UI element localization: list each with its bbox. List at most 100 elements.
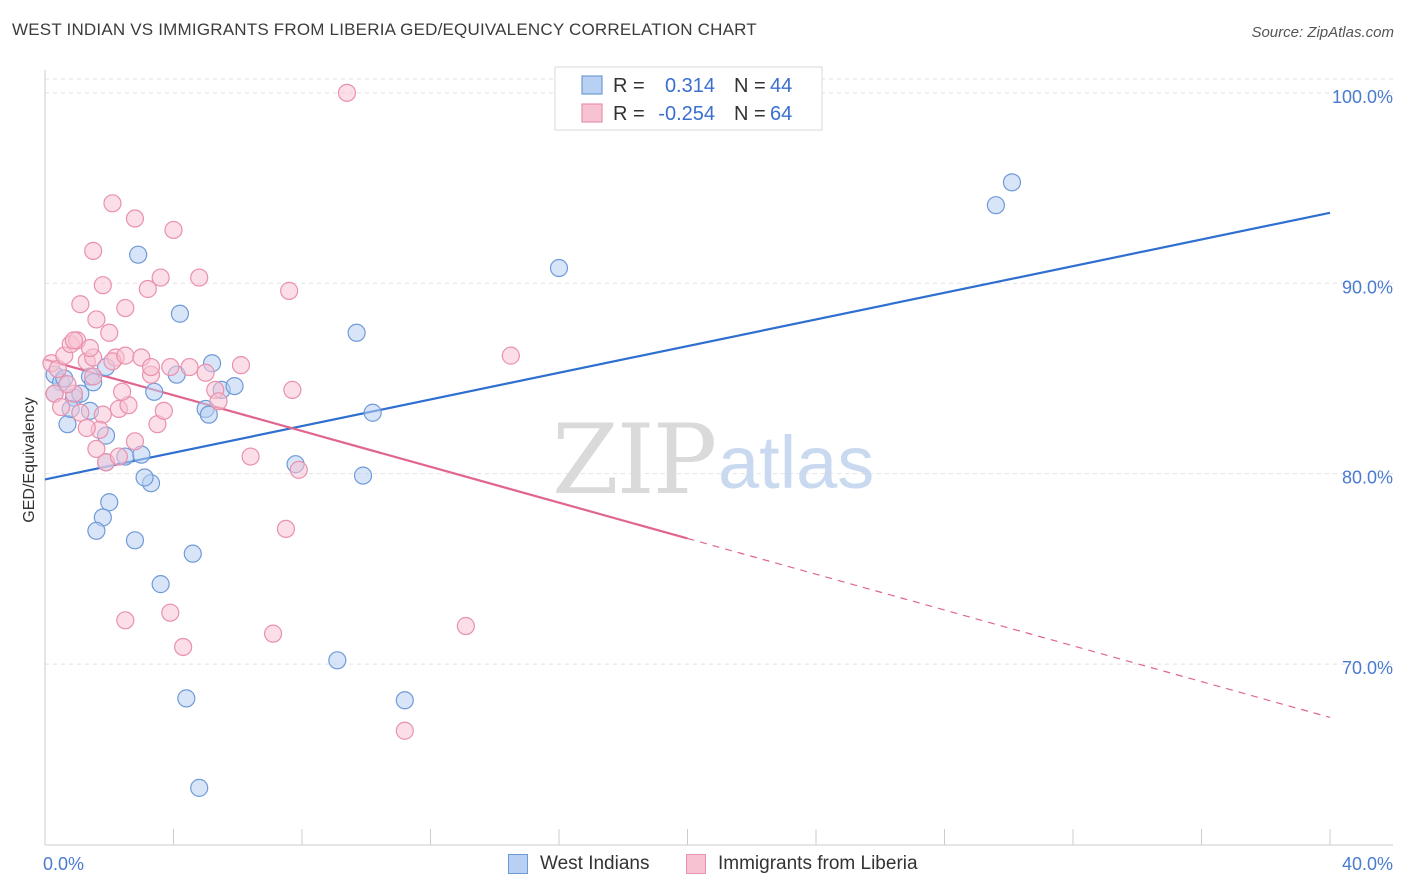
trend-line-liberia-projection	[687, 537, 1331, 718]
watermark: ZIP atlas	[552, 404, 874, 516]
point-liberia	[161, 603, 180, 622]
point-west-indians	[177, 689, 196, 708]
watermark-zip: ZIP	[552, 404, 715, 516]
y-tick-label: 100.0%	[1332, 87, 1393, 107]
point-liberia	[84, 367, 103, 386]
point-west-indians	[1002, 173, 1022, 192]
legend-swatch-west-indians	[581, 75, 603, 95]
y-tick-label: 90.0%	[1342, 277, 1393, 297]
y-tick-labels: 70.0% 80.0% 90.0% 100.0%	[1332, 87, 1393, 678]
point-west-indians	[199, 405, 218, 424]
point-west-indians	[87, 521, 106, 540]
point-liberia	[280, 281, 299, 300]
point-liberia	[109, 447, 128, 466]
point-west-indians	[347, 323, 366, 342]
point-west-indians	[395, 691, 414, 710]
y-tick-label: 80.0%	[1342, 468, 1393, 488]
point-liberia	[87, 310, 106, 329]
point-liberia	[116, 346, 135, 365]
point-liberia	[112, 382, 132, 401]
point-liberia	[164, 220, 183, 240]
point-liberia	[93, 405, 112, 424]
point-west-indians	[190, 778, 209, 797]
watermark-atlas: atlas	[718, 421, 874, 504]
point-west-indians	[986, 196, 1006, 215]
series-swatch-west-indians	[508, 854, 528, 874]
series-legend-liberia: Immigrants from Liberia	[686, 853, 918, 875]
point-west-indians	[100, 493, 119, 512]
point-liberia	[180, 357, 199, 377]
legend-swatch-liberia	[581, 103, 603, 123]
point-liberia	[395, 721, 414, 740]
point-liberia	[337, 83, 357, 102]
point-liberia	[151, 268, 170, 287]
point-liberia	[283, 380, 302, 400]
point-liberia	[103, 194, 122, 213]
point-liberia	[125, 209, 145, 228]
point-liberia	[501, 346, 520, 365]
y-tick-label: 70.0%	[1342, 658, 1393, 678]
trend-line-west-indians	[44, 211, 1331, 481]
point-west-indians	[151, 575, 170, 594]
point-liberia	[190, 268, 209, 287]
point-liberia	[71, 403, 90, 422]
point-liberia	[141, 357, 161, 377]
point-liberia	[93, 276, 112, 295]
point-west-indians	[170, 304, 190, 323]
point-liberia	[116, 611, 135, 630]
chart-title: WEST INDIAN VS IMMIGRANTS FROM LIBERIA G…	[12, 20, 757, 39]
point-liberia	[456, 616, 475, 636]
point-liberia	[263, 624, 283, 643]
point-liberia	[100, 323, 119, 342]
y-axis-label: GED/Equivalency	[21, 397, 38, 522]
legend-n-label-2: N =	[734, 103, 766, 125]
point-liberia	[80, 338, 100, 358]
point-liberia	[51, 397, 71, 417]
data-points	[42, 83, 1022, 797]
series-label-liberia: Immigrants from Liberia	[718, 853, 918, 874]
x-tick-label-min: 0.0%	[43, 854, 84, 874]
legend-n-value-2: 64	[770, 103, 792, 125]
series-legend: West Indians Immigrants from Liberia	[0, 848, 1406, 882]
point-liberia	[289, 460, 308, 479]
series-legend-west-indians: West Indians	[508, 853, 649, 875]
point-west-indians	[328, 651, 347, 670]
point-west-indians	[363, 403, 382, 422]
point-liberia	[64, 331, 84, 350]
point-west-indians	[183, 544, 202, 563]
point-liberia	[161, 357, 180, 377]
legend-r-label-1: R =	[613, 75, 645, 97]
point-liberia	[276, 519, 296, 539]
point-west-indians	[125, 531, 145, 550]
point-liberia	[231, 356, 251, 375]
legend-r-label-2: R =	[613, 103, 645, 125]
point-liberia	[154, 401, 173, 420]
axes	[44, 70, 1393, 846]
point-liberia	[241, 447, 260, 466]
point-liberia	[71, 295, 90, 314]
point-liberia	[84, 241, 103, 260]
point-liberia	[174, 637, 193, 657]
x-tick-labels: 0.0% 40.0%	[43, 854, 1393, 874]
x-tick-label-max: 40.0%	[1342, 854, 1393, 874]
point-west-indians	[353, 466, 373, 485]
point-liberia	[125, 432, 145, 451]
series-swatch-liberia	[686, 854, 706, 874]
point-west-indians	[549, 258, 569, 278]
legend-n-value-1: 44	[770, 75, 792, 97]
point-west-indians	[225, 376, 244, 396]
point-liberia	[87, 439, 106, 459]
point-liberia	[77, 418, 96, 438]
point-liberia	[196, 363, 215, 382]
stats-legend: R = 0.314 N = 44 R = -0.254 N = 64	[554, 66, 823, 131]
series-label-west-indians: West Indians	[540, 853, 650, 874]
point-west-indians	[135, 468, 154, 487]
point-liberia	[58, 375, 77, 394]
legend-n-label-1: N =	[734, 75, 766, 97]
point-west-indians	[145, 382, 164, 401]
point-west-indians	[129, 245, 148, 264]
point-liberia	[116, 298, 135, 318]
legend-r-value-1: 0.314	[665, 75, 715, 97]
legend-r-value-2: -0.254	[658, 103, 715, 125]
